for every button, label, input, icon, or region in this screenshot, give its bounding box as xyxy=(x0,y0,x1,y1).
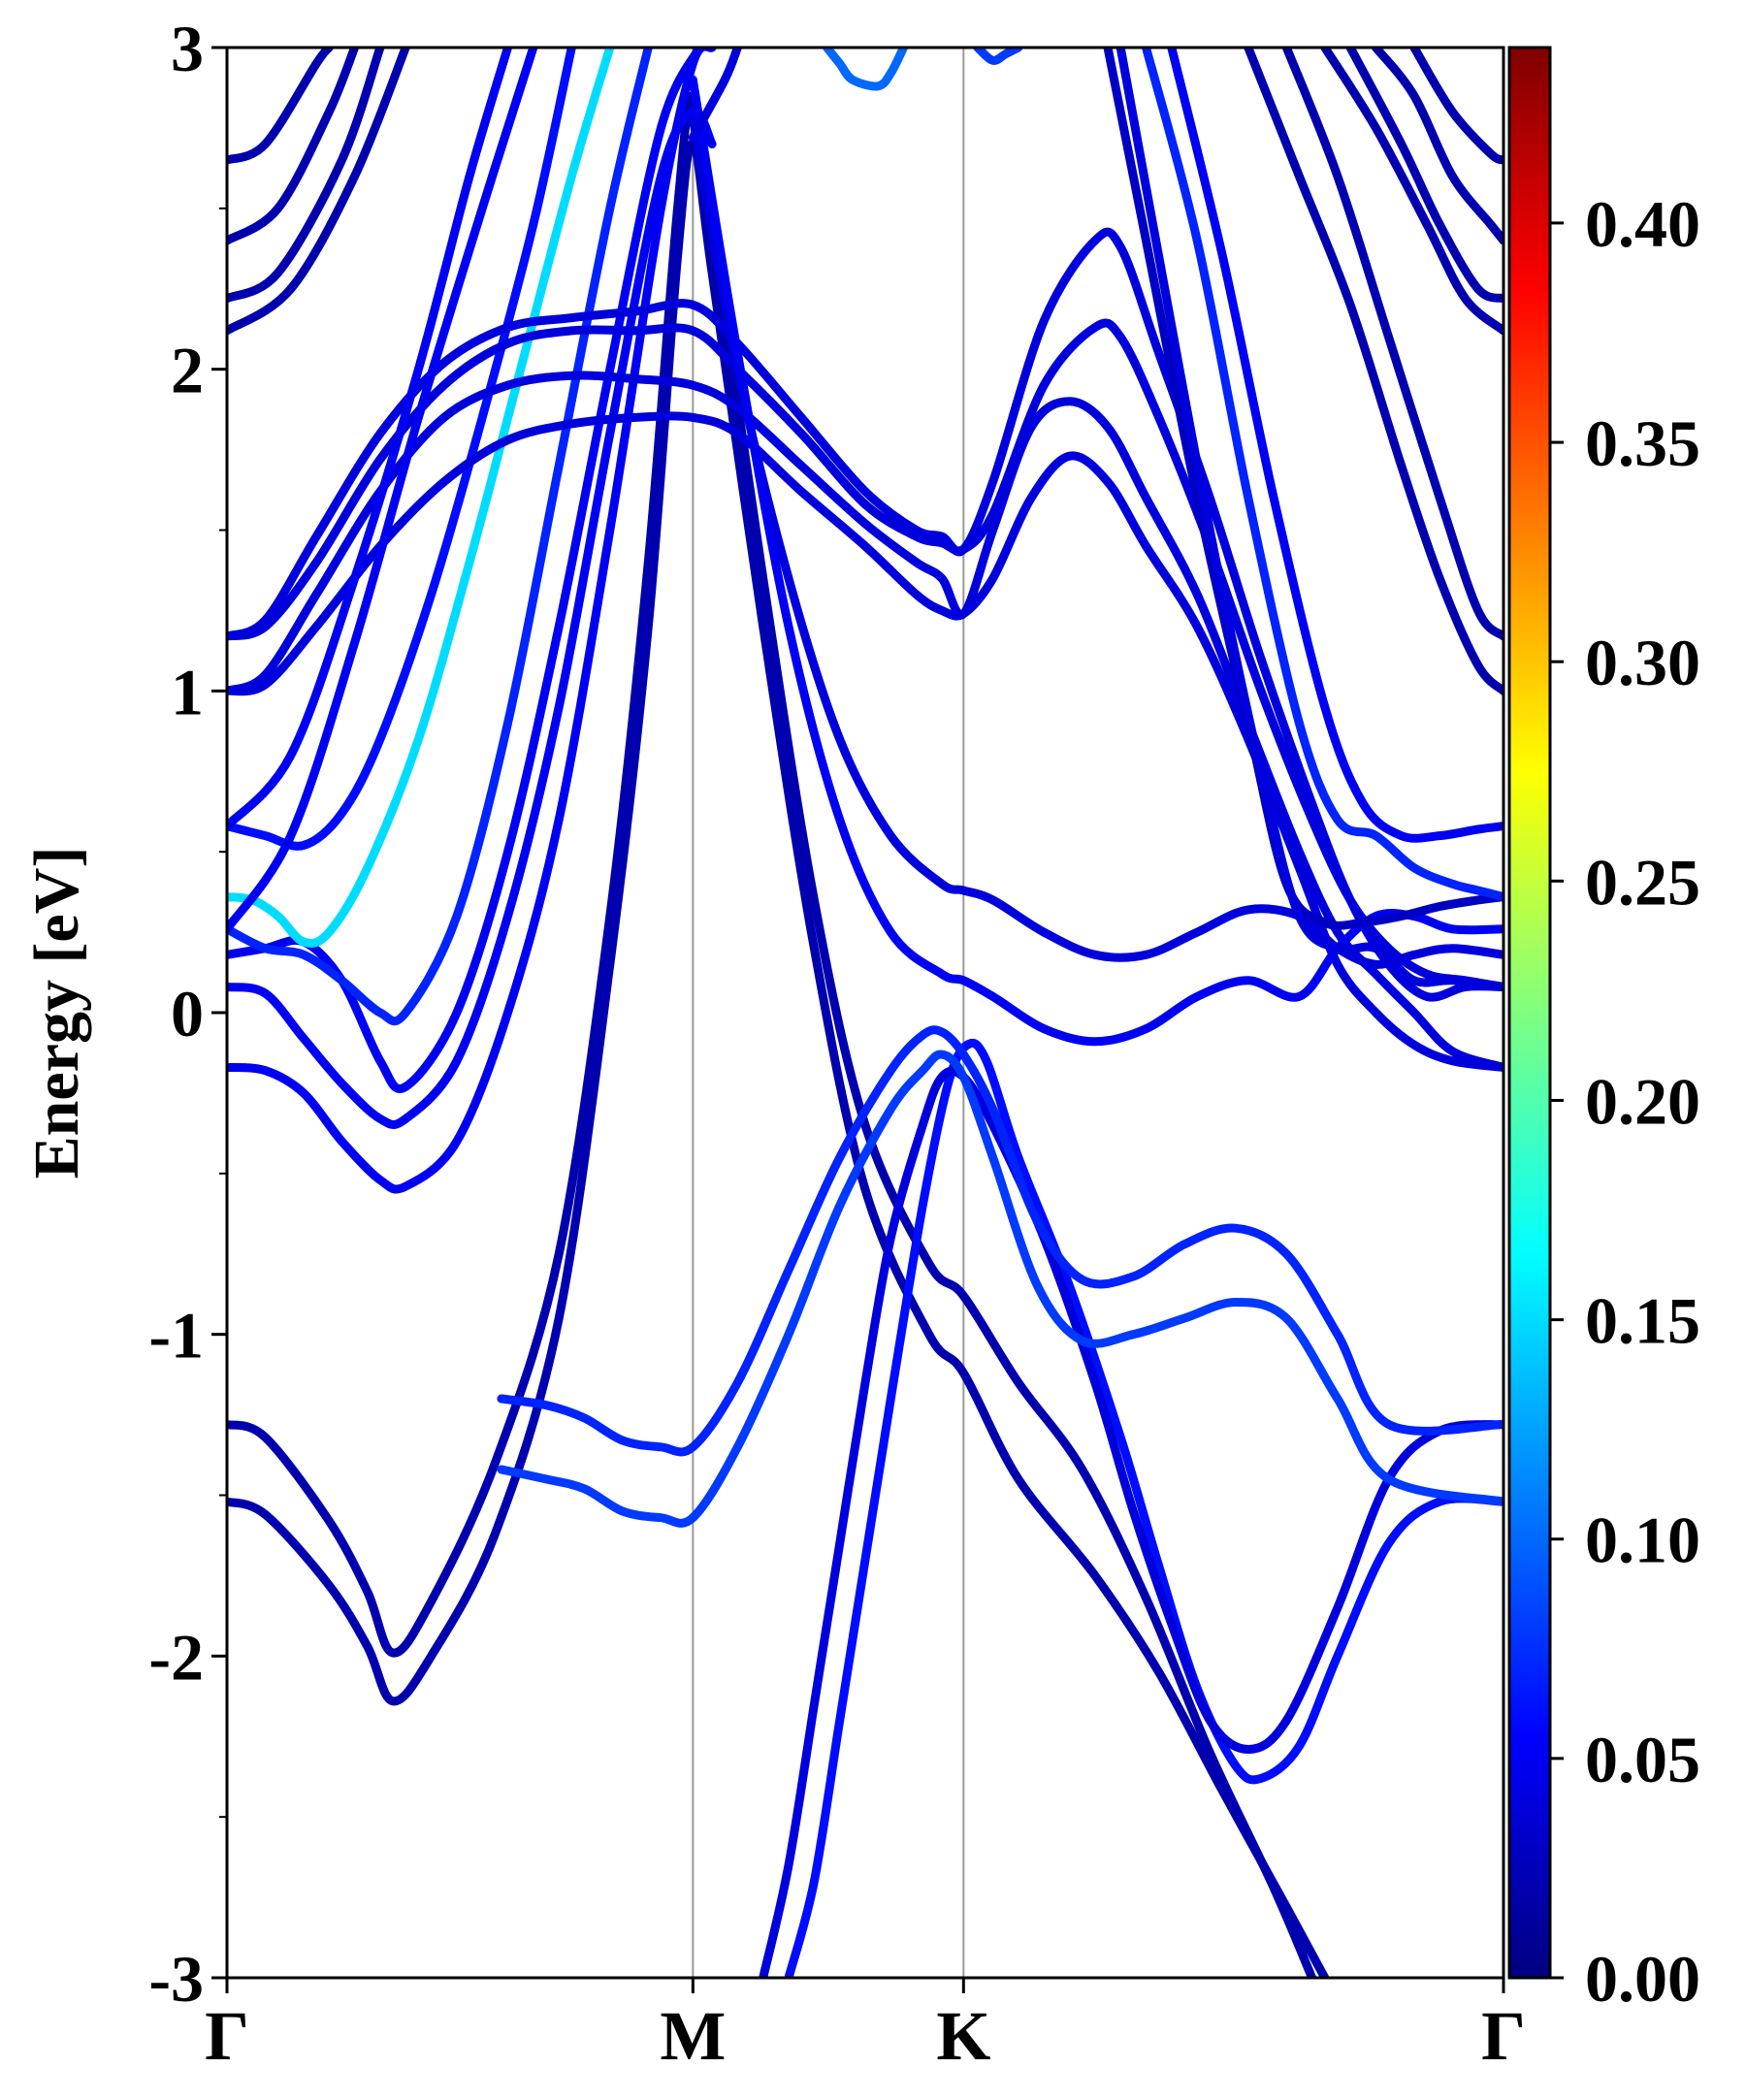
high-symmetry-lines xyxy=(692,48,965,1978)
band-line-19 xyxy=(1116,48,1504,991)
x-tick-label: M xyxy=(660,1997,726,2075)
band-line-10 xyxy=(227,48,615,948)
band-line-20 xyxy=(1142,48,1504,902)
band-line-31 xyxy=(227,48,410,336)
band-line-5 xyxy=(497,1025,1504,1457)
band-line-28 xyxy=(227,48,334,165)
band-line-17 xyxy=(688,75,1504,1047)
band-line-22 xyxy=(1244,48,1504,695)
y-axis: 3 2 1 0 -1 -2 -3 xyxy=(148,12,227,2016)
band-lines xyxy=(227,48,1504,1978)
colorbar-tick-label: 0.00 xyxy=(1585,1942,1700,2016)
band-line-25 xyxy=(1320,48,1504,336)
band-line-33 xyxy=(227,48,538,934)
band-line-2 xyxy=(784,1038,1504,1978)
y-tick-label: 3 xyxy=(171,12,204,85)
band-line-26 xyxy=(1371,48,1504,245)
colorbar-ticks: 0.00 0.05 0.10 0.15 0.20 0.25 0.30 0.35 0.40 xyxy=(1550,187,1700,2016)
y-tick-label: -2 xyxy=(148,1620,204,1694)
y-tick-label: -1 xyxy=(148,1299,204,1373)
band-line-30 xyxy=(227,48,385,304)
y-tick-label: 1 xyxy=(171,655,204,728)
band-line-21 xyxy=(1167,48,1504,843)
y-axis-label: Energy [eV] xyxy=(21,847,92,1179)
band-line-23 xyxy=(1281,48,1504,641)
colorbar-tick-label: 0.40 xyxy=(1585,187,1700,261)
band-line-36 xyxy=(973,48,1023,65)
band-line-4 xyxy=(497,1050,1504,1528)
plot-frame xyxy=(225,46,1505,1980)
band-line-24 xyxy=(1345,48,1504,304)
band-line-16 xyxy=(688,113,1504,969)
colorbar-tick-label: 0.05 xyxy=(1585,1723,1700,1796)
y-tick-label: -3 xyxy=(148,1942,204,2016)
colorbar: 0.00 0.05 0.10 0.15 0.20 0.25 0.30 0.35 0.40 xyxy=(1507,46,1700,2016)
colorbar-tick-label: 0.35 xyxy=(1585,406,1700,480)
band-line-7 xyxy=(227,107,717,1129)
y-tick-label: 0 xyxy=(171,977,204,1050)
colorbar-gradient xyxy=(1507,46,1552,1980)
y-tick-label: 2 xyxy=(171,334,204,407)
band-line-11 xyxy=(227,48,576,851)
x-tick-label: K xyxy=(936,1997,990,2075)
band-line-6 xyxy=(227,48,717,1194)
band-line-35 xyxy=(823,48,908,91)
x-tick-label: Γ xyxy=(205,1997,249,2075)
colorbar-tick-label: 0.25 xyxy=(1585,845,1700,919)
colorbar-tick-label: 0.15 xyxy=(1585,1284,1700,1358)
band-line-8 xyxy=(227,48,704,1093)
band-line-15 xyxy=(227,227,1504,1002)
band-line-9 xyxy=(227,48,653,1026)
band-line-27 xyxy=(1409,48,1504,165)
band-line-29 xyxy=(227,48,360,245)
colorbar-tick-label: 0.20 xyxy=(1585,1064,1700,1138)
band-line-32 xyxy=(227,48,512,831)
colorbar-tick-label: 0.10 xyxy=(1585,1503,1700,1577)
band-line-34 xyxy=(688,48,742,143)
x-tick-label: Γ xyxy=(1481,1997,1526,2075)
band-line-13 xyxy=(227,371,1504,1072)
colorbar-tick-label: 0.30 xyxy=(1585,626,1700,699)
